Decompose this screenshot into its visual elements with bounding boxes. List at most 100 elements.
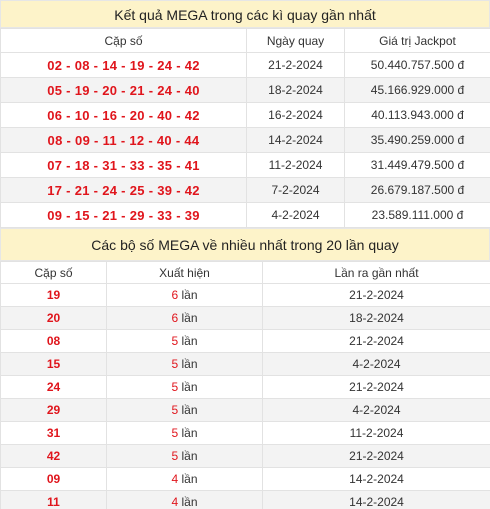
table-row: 29 5 lần 4-2-2024 xyxy=(0,398,490,422)
result-date: 11-2-2024 xyxy=(246,152,345,178)
result-numbers: 08 - 09 - 11 - 12 - 40 - 44 xyxy=(0,127,247,153)
frequency-count-suffix: lần xyxy=(181,472,198,486)
header-last-drawn: Lần ra gần nhất xyxy=(262,261,490,284)
frequency-count: 5 lần xyxy=(106,444,263,468)
frequency-count: 5 lần xyxy=(106,398,263,422)
result-date: 18-2-2024 xyxy=(246,77,345,103)
table-row: 31 5 lần 11-2-2024 xyxy=(0,421,490,445)
table-row: 05 - 19 - 20 - 21 - 24 - 40 18-2-2024 45.1… xyxy=(0,77,490,103)
table-row: 09 - 15 - 21 - 29 - 33 - 39 4-2-2024 23.58… xyxy=(0,202,490,228)
frequency-count-suffix: lần xyxy=(181,449,198,463)
frequency-count: 5 lần xyxy=(106,421,263,445)
table-row: 02 - 08 - 14 - 19 - 24 - 42 21-2-2024 50.4… xyxy=(0,52,490,78)
results-title: Kết quả MEGA trong các kì quay gần nhất xyxy=(0,0,490,28)
frequency-last-date: 14-2-2024 xyxy=(262,490,490,509)
result-jackpot: 35.490.259.000 đ xyxy=(344,127,490,153)
frequency-count: 5 lần xyxy=(106,375,263,399)
frequency-count: 5 lần xyxy=(106,352,263,376)
frequency-count-suffix: lần xyxy=(181,403,198,417)
result-date: 16-2-2024 xyxy=(246,102,345,128)
table-row: 42 5 lần 21-2-2024 xyxy=(0,444,490,468)
result-jackpot: 40.113.943.000 đ xyxy=(344,102,490,128)
header-numbers: Cặp số xyxy=(0,28,247,53)
frequency-count-value: 5 xyxy=(171,449,179,463)
header-appearances: Xuất hiện xyxy=(106,261,263,284)
frequency-count-value: 5 xyxy=(171,380,179,394)
table-row: 20 6 lần 18-2-2024 xyxy=(0,306,490,330)
frequency-last-date: 21-2-2024 xyxy=(262,283,490,307)
frequency-number: 20 xyxy=(0,306,107,330)
result-numbers: 06 - 10 - 16 - 20 - 40 - 42 xyxy=(0,102,247,128)
frequency-count-value: 5 xyxy=(171,403,179,417)
frequency-last-date: 11-2-2024 xyxy=(262,421,490,445)
frequency-count-suffix: lần xyxy=(181,426,198,440)
result-jackpot: 26.679.187.500 đ xyxy=(344,177,490,203)
frequency-number: 11 xyxy=(0,490,107,509)
table-row: 24 5 lần 21-2-2024 xyxy=(0,375,490,399)
frequency-number: 24 xyxy=(0,375,107,399)
frequency-count-suffix: lần xyxy=(181,288,198,302)
table-row: 15 5 lần 4-2-2024 xyxy=(0,352,490,376)
frequency-count: 6 lần xyxy=(106,283,263,307)
table-row: 08 - 09 - 11 - 12 - 40 - 44 14-2-2024 35.4… xyxy=(0,127,490,153)
table-row: 11 4 lần 14-2-2024 xyxy=(0,490,490,509)
frequency-count-suffix: lần xyxy=(181,380,198,394)
result-jackpot: 45.166.929.000 đ xyxy=(344,77,490,103)
frequency-last-date: 18-2-2024 xyxy=(262,306,490,330)
frequency-title: Các bộ số MEGA về nhiều nhất trong 20 lầ… xyxy=(0,228,490,261)
table-row: 17 - 21 - 24 - 25 - 39 - 42 7-2-2024 26.67… xyxy=(0,177,490,203)
frequency-number: 08 xyxy=(0,329,107,353)
result-numbers: 02 - 08 - 14 - 19 - 24 - 42 xyxy=(0,52,247,78)
frequency-last-date: 21-2-2024 xyxy=(262,375,490,399)
frequency-last-date: 4-2-2024 xyxy=(262,352,490,376)
result-date: 4-2-2024 xyxy=(246,202,345,228)
result-numbers: 07 - 18 - 31 - 33 - 35 - 41 xyxy=(0,152,247,178)
frequency-last-date: 21-2-2024 xyxy=(262,444,490,468)
result-jackpot: 23.589.111.000 đ xyxy=(344,202,490,228)
frequency-number: 09 xyxy=(0,467,107,491)
frequency-table: Cặp số Xuất hiện Lần ra gần nhất 19 6 lần… xyxy=(0,261,490,509)
header-jackpot: Giá trị Jackpot xyxy=(344,28,490,53)
header-date: Ngày quay xyxy=(246,28,345,53)
result-jackpot: 50.440.757.500 đ xyxy=(344,52,490,78)
frequency-count-value: 6 xyxy=(171,311,179,325)
result-numbers: 09 - 15 - 21 - 29 - 33 - 39 xyxy=(0,202,247,228)
frequency-number: 19 xyxy=(0,283,107,307)
frequency-last-date: 14-2-2024 xyxy=(262,467,490,491)
frequency-count: 4 lần xyxy=(106,490,263,509)
frequency-count-value: 4 xyxy=(171,472,179,486)
frequency-count-suffix: lần xyxy=(181,357,198,371)
frequency-number: 42 xyxy=(0,444,107,468)
frequency-count: 5 lần xyxy=(106,329,263,353)
table-row: 08 5 lần 21-2-2024 xyxy=(0,329,490,353)
results-table: Cặp số Ngày quay Giá trị Jackpot 02 - 08… xyxy=(0,28,490,228)
result-date: 7-2-2024 xyxy=(246,177,345,203)
results-header-row: Cặp số Ngày quay Giá trị Jackpot xyxy=(0,28,490,53)
frequency-count-value: 5 xyxy=(171,334,179,348)
result-date: 21-2-2024 xyxy=(246,52,345,78)
frequency-count-suffix: lần xyxy=(181,334,198,348)
frequency-number: 31 xyxy=(0,421,107,445)
result-numbers: 17 - 21 - 24 - 25 - 39 - 42 xyxy=(0,177,247,203)
header-number: Cặp số xyxy=(0,261,107,284)
frequency-number: 15 xyxy=(0,352,107,376)
table-row: 07 - 18 - 31 - 33 - 35 - 41 11-2-2024 31.4… xyxy=(0,152,490,178)
frequency-count-value: 5 xyxy=(171,357,179,371)
result-date: 14-2-2024 xyxy=(246,127,345,153)
frequency-count-value: 6 xyxy=(171,288,179,302)
frequency-count-value: 4 xyxy=(171,495,179,509)
frequency-count-suffix: lần xyxy=(181,495,198,509)
frequency-header-row: Cặp số Xuất hiện Lần ra gần nhất xyxy=(0,261,490,284)
frequency-last-date: 21-2-2024 xyxy=(262,329,490,353)
frequency-number: 29 xyxy=(0,398,107,422)
table-row: 06 - 10 - 16 - 20 - 40 - 42 16-2-2024 40.1… xyxy=(0,102,490,128)
result-jackpot: 31.449.479.500 đ xyxy=(344,152,490,178)
table-row: 19 6 lần 21-2-2024 xyxy=(0,283,490,307)
frequency-last-date: 4-2-2024 xyxy=(262,398,490,422)
frequency-count-suffix: lần xyxy=(181,311,198,325)
frequency-count: 6 lần xyxy=(106,306,263,330)
frequency-count: 4 lần xyxy=(106,467,263,491)
frequency-count-value: 5 xyxy=(171,426,179,440)
table-row: 09 4 lần 14-2-2024 xyxy=(0,467,490,491)
